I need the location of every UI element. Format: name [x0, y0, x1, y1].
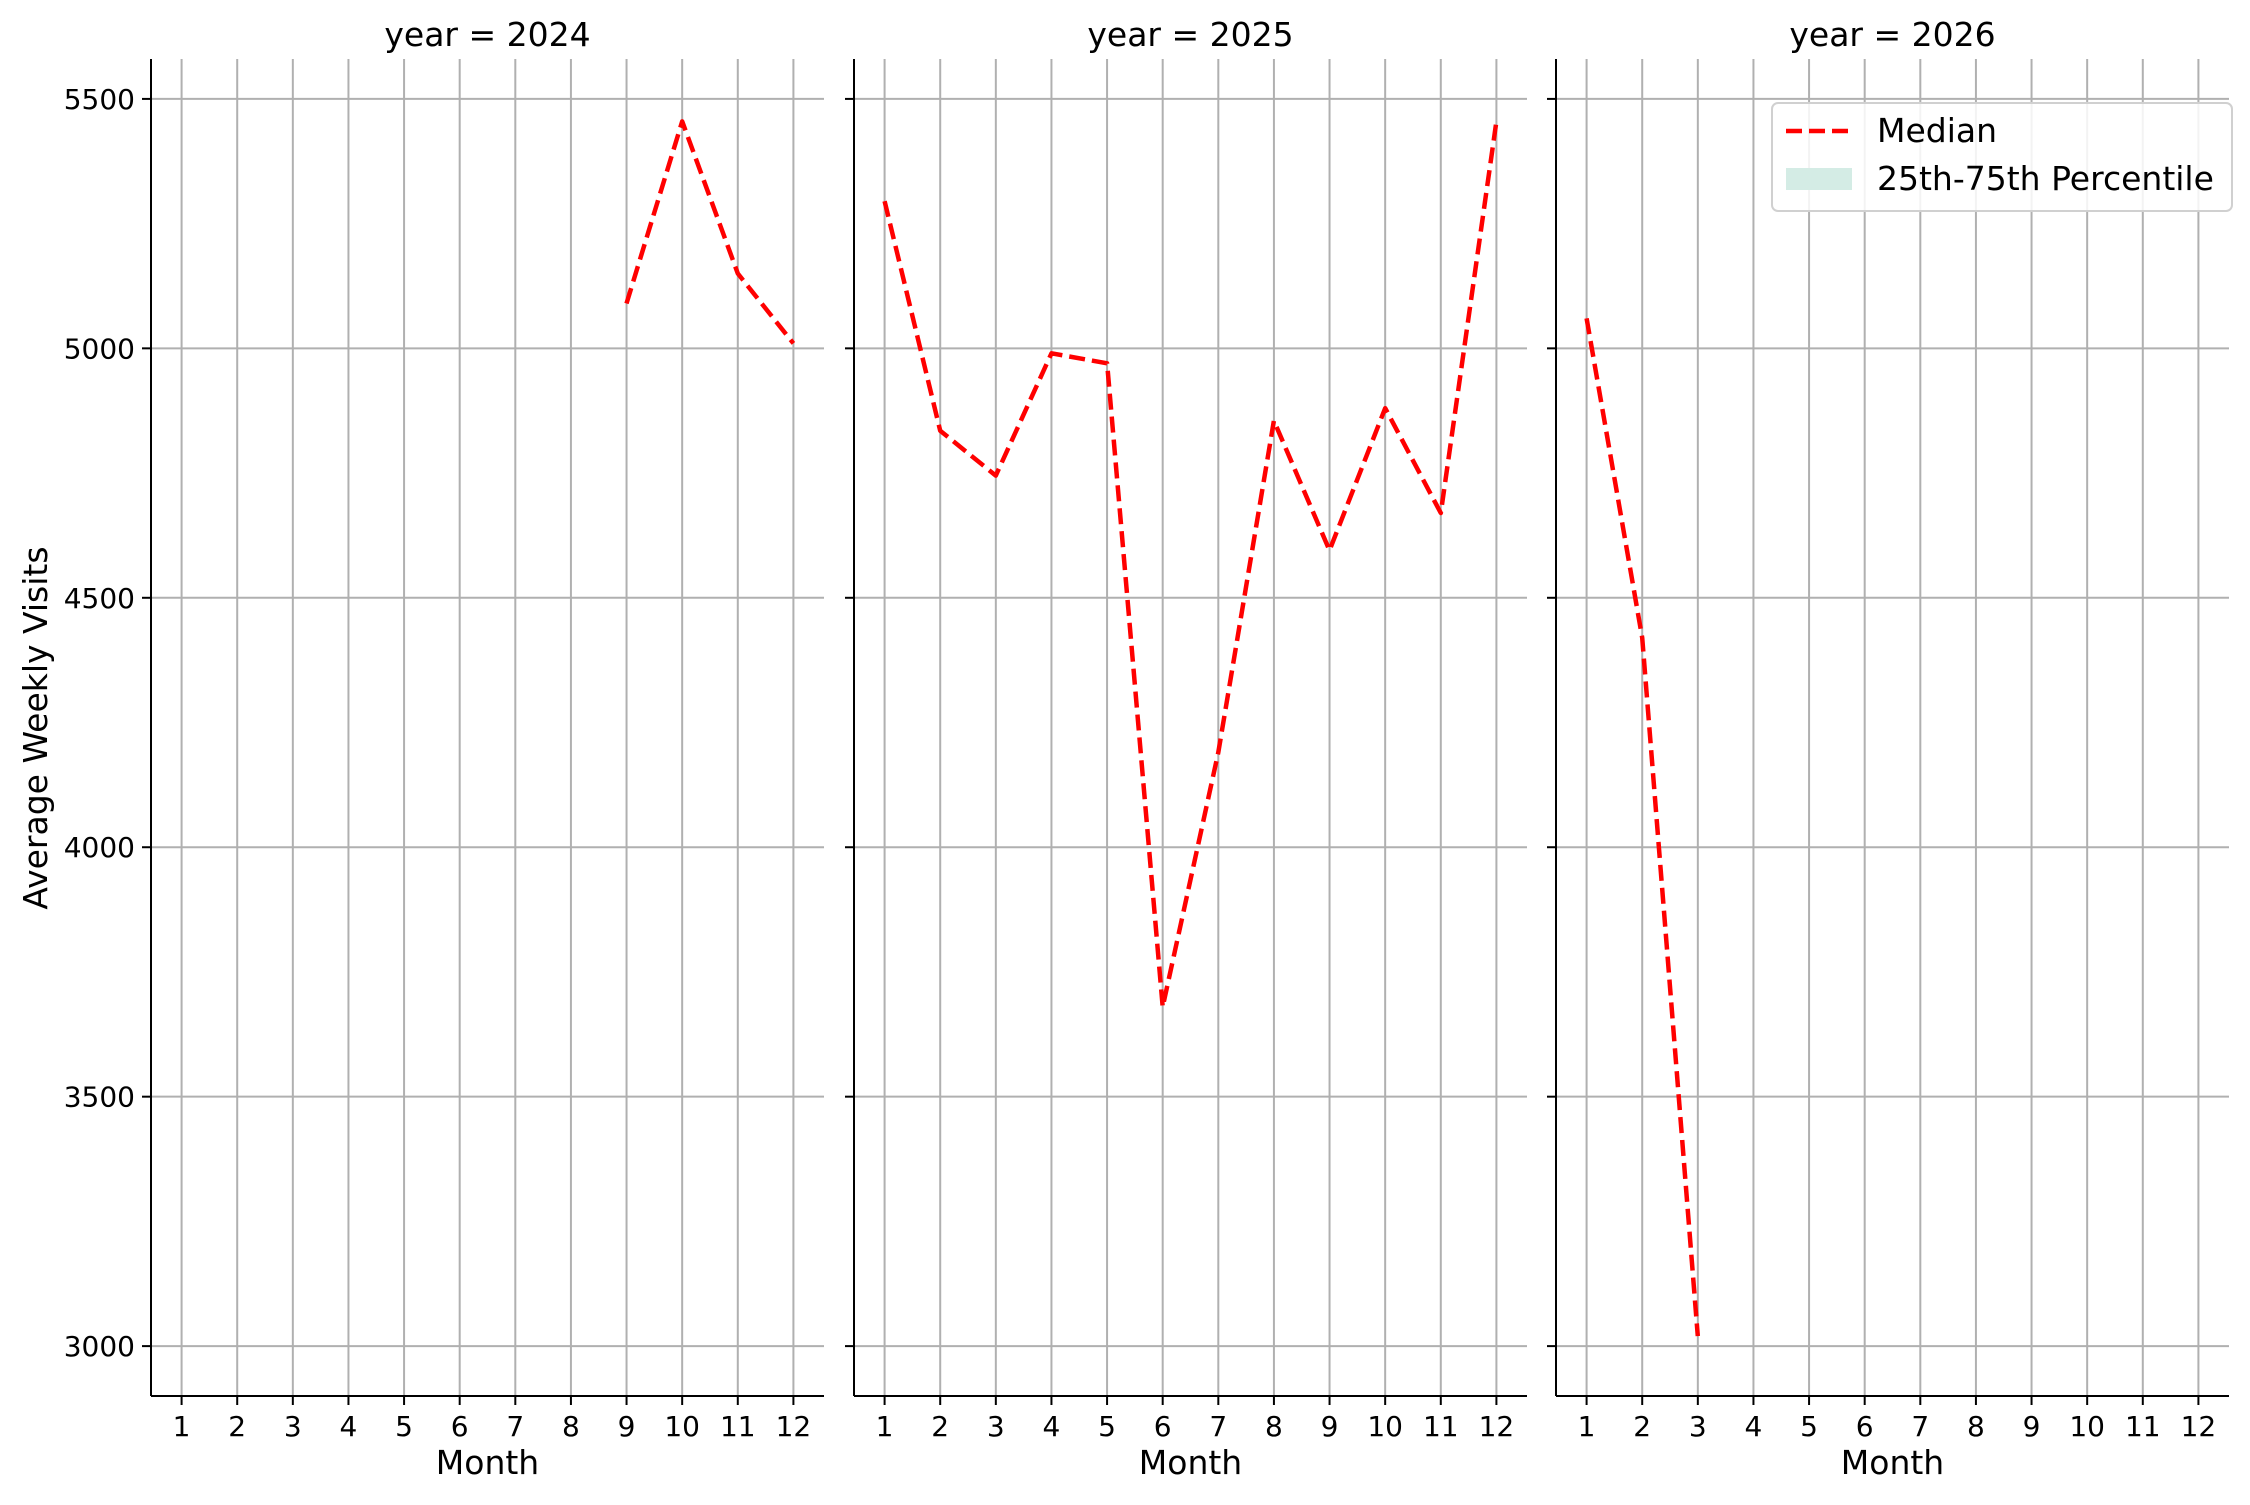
panel-1-xtick-label-10: 10 [664, 1410, 700, 1443]
panel-3-xtick-label-4: 4 [1745, 1410, 1763, 1443]
panel-2-xtick-label-7: 7 [1209, 1410, 1227, 1443]
panel-3-title: year = 2026 [1789, 15, 1995, 54]
panel-1-title: year = 2024 [384, 15, 590, 54]
panel-3-xtick-label-8: 8 [1967, 1410, 1985, 1443]
panel-3-xtick-label-5: 5 [1800, 1410, 1818, 1443]
panel-3-xtick-label-10: 10 [2069, 1410, 2105, 1443]
panel-1-xtick-label-11: 11 [720, 1410, 756, 1443]
panel-2-xtick-label-6: 6 [1154, 1410, 1172, 1443]
panel-1-xtick-label-5: 5 [395, 1410, 413, 1443]
panel-1-xtick-label-8: 8 [562, 1410, 580, 1443]
panel-2-xlabel: Month [1139, 1443, 1242, 1482]
legend-band-swatch [1786, 168, 1852, 190]
panel-1-xtick-label-9: 9 [618, 1410, 636, 1443]
panel-3-xtick-label-6: 6 [1856, 1410, 1874, 1443]
panel-3-xtick-label-1: 1 [1578, 1410, 1596, 1443]
panel-2-median-line [885, 121, 1497, 1007]
panel-1-xlabel: Month [436, 1443, 539, 1482]
panel-3-xtick-label-12: 12 [2181, 1410, 2217, 1443]
panel-1-xtick-label-1: 1 [173, 1410, 191, 1443]
panel-2-xtick-label-12: 12 [1479, 1410, 1515, 1443]
panel-3-xlabel: Month [1841, 1443, 1944, 1482]
ytick-label-3500: 3500 [64, 1081, 135, 1114]
panel-2-xtick-label-1: 1 [876, 1410, 894, 1443]
ytick-label-3000: 3000 [64, 1330, 135, 1363]
panel-1-xtick-label-3: 3 [284, 1410, 302, 1443]
ytick-label-4500: 4500 [64, 582, 135, 615]
panel-1-median-line [627, 121, 794, 343]
legend-band-label: 25th-75th Percentile [1877, 159, 2214, 198]
panel-1-xtick-label-6: 6 [451, 1410, 469, 1443]
panel-1-xtick-label-7: 7 [506, 1410, 524, 1443]
legend-median-label: Median [1877, 111, 1997, 150]
panel-1-xtick-label-4: 4 [340, 1410, 358, 1443]
panel-2-xtick-label-3: 3 [987, 1410, 1005, 1443]
panel-3-xtick-label-3: 3 [1689, 1410, 1707, 1443]
ytick-label-5000: 5000 [64, 332, 135, 365]
ytick-label-4000: 4000 [64, 831, 135, 864]
panel-2-xtick-label-2: 2 [931, 1410, 949, 1443]
panel-2-xtick-label-11: 11 [1423, 1410, 1459, 1443]
panel-3-xtick-label-2: 2 [1633, 1410, 1651, 1443]
panel-2-xtick-label-10: 10 [1367, 1410, 1403, 1443]
panel-3-xtick-label-11: 11 [2125, 1410, 2161, 1443]
ytick-label-5500: 5500 [64, 83, 135, 116]
panel-1-xtick-label-2: 2 [228, 1410, 246, 1443]
panel-2-xtick-label-8: 8 [1265, 1410, 1283, 1443]
panel-2-xtick-label-4: 4 [1043, 1410, 1061, 1443]
panel-2-xtick-label-9: 9 [1321, 1410, 1339, 1443]
panel-3-xtick-label-7: 7 [1911, 1410, 1929, 1443]
panel-1-xtick-label-12: 12 [776, 1410, 812, 1443]
panel-2-title: year = 2025 [1087, 15, 1293, 54]
panel-2-xtick-label-5: 5 [1098, 1410, 1116, 1443]
panel-3-xtick-label-9: 9 [2023, 1410, 2041, 1443]
y-axis-label: Average Weekly Visits [16, 546, 55, 909]
